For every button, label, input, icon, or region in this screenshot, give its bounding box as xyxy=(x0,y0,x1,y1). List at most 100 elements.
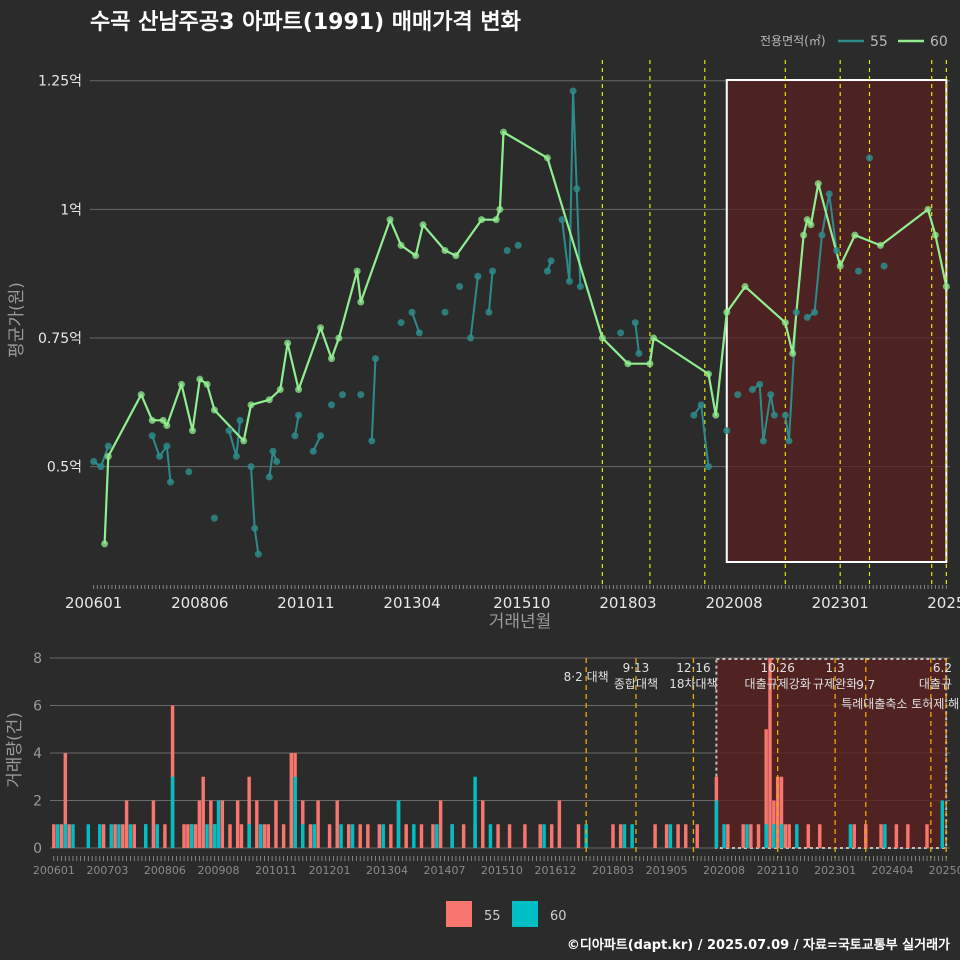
volume-highlight-region xyxy=(715,658,948,849)
volume-bar-55 xyxy=(220,800,225,848)
volume-bar-60 xyxy=(722,824,726,848)
x-tick-label: 202301 xyxy=(812,594,869,612)
volume-bar-60 xyxy=(247,824,251,848)
series-55-point xyxy=(734,391,742,399)
series-55-segment xyxy=(370,358,377,441)
volume-bar-55 xyxy=(52,824,56,848)
series-55-point xyxy=(770,411,778,419)
series-60-point xyxy=(353,267,361,275)
volume-bar-55 xyxy=(894,824,899,848)
volume-bar-55 xyxy=(538,824,542,848)
volume-bar-55 xyxy=(787,824,791,848)
volume-bar-55 xyxy=(151,800,156,848)
series-60-point xyxy=(741,283,749,291)
volume-bar-60 xyxy=(98,824,102,848)
volume-bar-60 xyxy=(622,824,627,848)
series-55-segment xyxy=(100,445,110,467)
series-60-point xyxy=(419,221,427,229)
policy-annotation-text: 10.26 xyxy=(760,661,794,675)
volume-bar-60 xyxy=(55,824,60,848)
series-55-segment xyxy=(253,528,260,555)
series-60-point xyxy=(492,216,500,224)
series-55-point xyxy=(225,427,233,435)
volume-bar-55 xyxy=(193,824,198,848)
series-55-point xyxy=(357,391,365,399)
series-60-point xyxy=(803,216,811,224)
volume-bar-55 xyxy=(163,824,167,848)
series-55-point xyxy=(803,313,811,321)
series-60-point xyxy=(276,385,284,393)
volume-bar-60 xyxy=(668,824,673,848)
series-60-point xyxy=(196,375,204,383)
series-60-point xyxy=(781,319,789,327)
volume-bar-55 xyxy=(197,800,202,848)
volume-bar-60 xyxy=(205,824,209,848)
series-55-segment xyxy=(634,322,640,354)
series-60-point xyxy=(624,360,632,368)
series-60-point xyxy=(412,252,420,260)
series-55-segment xyxy=(572,90,578,189)
volume-legend: 55 60 xyxy=(446,901,567,927)
volume-bar-55 xyxy=(327,824,332,848)
policy-annotation-text: 9·13 xyxy=(623,661,650,675)
size-legend: 전용면적(㎡) 55 60 xyxy=(760,34,948,50)
series-60-point xyxy=(704,370,712,378)
bar-legend-label-55: 55 xyxy=(484,909,501,924)
volume-bar-55 xyxy=(239,824,244,848)
volume-bar-60 xyxy=(381,824,385,848)
volume-bar-55 xyxy=(741,824,745,848)
volume-bar-55 xyxy=(335,800,339,848)
series-55-point xyxy=(825,190,833,198)
series-55-point xyxy=(565,277,573,285)
volume-bar-55 xyxy=(783,824,788,848)
volume-bar-55 xyxy=(404,824,408,848)
volume-x-tick-label: 202110 xyxy=(757,864,799,877)
volume-bar-55 xyxy=(419,824,424,848)
volume-bar-55 xyxy=(209,800,213,848)
series-60-point xyxy=(924,205,932,213)
volume-axes: 0 2 4 6 8 200601 200703 200806 200908 201011 20120… xyxy=(5,651,960,877)
volume-bar-55 xyxy=(308,824,313,848)
series-55-point xyxy=(368,437,376,445)
policy-annotation-text: 대출규 xyxy=(919,677,952,691)
volume-x-tick-label: 201407 xyxy=(423,864,465,877)
series-55-segment xyxy=(828,193,838,251)
volume-bar-55 xyxy=(695,824,699,848)
series-55-point xyxy=(456,283,464,291)
y-tick-label: 1억 xyxy=(60,202,82,218)
volume-bar-60 xyxy=(779,824,784,848)
y-tick-label: 0.5억 xyxy=(47,460,82,476)
series-55-point xyxy=(631,319,639,327)
series-55-point xyxy=(163,442,171,450)
volume-bar-55 xyxy=(274,800,278,848)
volume-y-tick-label: 8 xyxy=(33,651,42,667)
series-55-point xyxy=(818,231,826,239)
series-55-point xyxy=(697,401,705,409)
policy-annotation-text: 12·16 xyxy=(676,661,710,675)
policy-annotation-text: 9.7 xyxy=(856,678,875,692)
volume-bar-55 xyxy=(255,800,259,848)
series-55-point xyxy=(880,262,888,270)
series-55-point xyxy=(90,458,98,466)
volume-bar-55 xyxy=(247,776,251,848)
bar-legend-swatch-60 xyxy=(512,901,538,927)
price-highlight-rect xyxy=(725,79,948,563)
series-60-point xyxy=(851,231,859,239)
volume-bar-60 xyxy=(450,824,454,848)
volume-bar-60 xyxy=(473,776,477,848)
volume-y-tick-label: 6 xyxy=(33,699,42,715)
policy-annotation-text: 대출규제강화 xyxy=(745,677,811,691)
series-60-point xyxy=(452,252,460,260)
series-60-point xyxy=(478,216,486,224)
x-tick-label: 200601 xyxy=(65,594,122,612)
volume-bar-60 xyxy=(71,824,75,848)
series-55-point xyxy=(269,447,277,455)
series-55-point xyxy=(767,391,775,399)
series-55-point xyxy=(503,247,511,255)
volume-y-tick-label: 0 xyxy=(33,841,42,857)
x-tick-label: 202008 xyxy=(705,594,762,612)
volume-bar-55 xyxy=(818,824,822,848)
volume-bar-60 xyxy=(293,776,297,848)
series-55-segment xyxy=(250,466,256,529)
volume-bar-55 xyxy=(101,824,106,848)
